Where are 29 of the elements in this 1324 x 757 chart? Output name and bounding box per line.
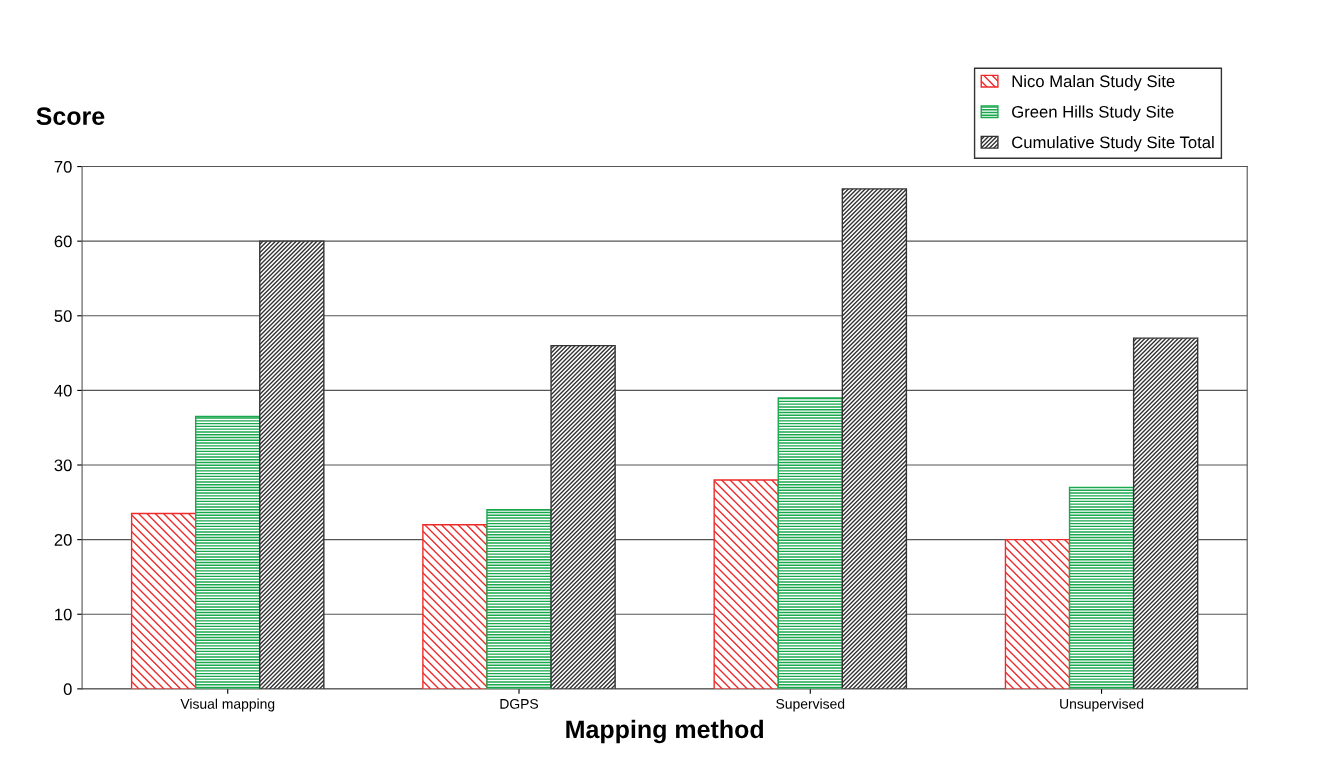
bar <box>1068 486 1135 689</box>
y-tick-label: 40 <box>54 384 72 397</box>
y-tick-label: 0 <box>63 683 72 696</box>
bar <box>130 512 197 689</box>
bar <box>259 240 325 689</box>
legend-label: Nico Malan Study Site <box>1012 74 1175 91</box>
bar <box>194 415 261 689</box>
bar <box>713 479 779 689</box>
y-tick-label: 50 <box>54 310 72 322</box>
bar <box>1004 538 1071 689</box>
x-tick-label: DGPS <box>500 698 539 709</box>
legend-label: Green Hills Study Site <box>1012 105 1174 121</box>
bar <box>486 509 552 689</box>
x-axis-title: Mapping method <box>566 719 763 744</box>
y-tick-label: 10 <box>55 608 72 621</box>
x-tick-label: Visual mapping <box>180 698 275 712</box>
bar <box>841 188 908 689</box>
y-tick-label: 20 <box>54 534 72 546</box>
y-axis-title: Score <box>36 107 105 126</box>
x-tick-label: Supervised <box>776 698 845 712</box>
bar <box>422 524 488 689</box>
x-tick-label: Unsupervised <box>1060 698 1144 712</box>
bar <box>777 397 844 689</box>
legend-label: Cumulative Study Site Total <box>1012 136 1214 152</box>
bar <box>1132 337 1199 689</box>
y-tick-label: 60 <box>54 235 72 248</box>
y-tick-label: 30 <box>54 459 72 472</box>
y-tick-label: 70 <box>54 160 72 173</box>
bar <box>550 344 616 689</box>
